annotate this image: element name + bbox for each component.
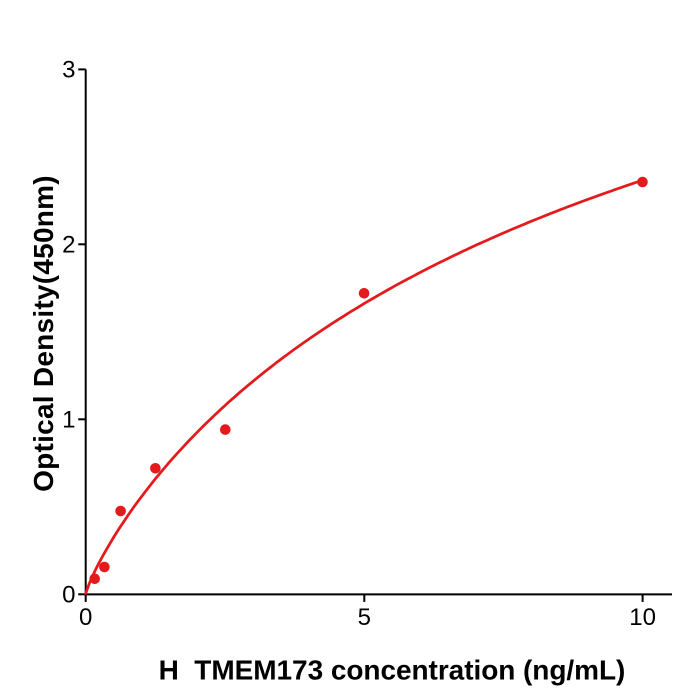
svg-text:0: 0 [62,582,75,609]
svg-text:3: 3 [62,57,75,84]
svg-text:0: 0 [79,604,92,631]
svg-text:Optical Density(450nm): Optical Density(450nm) [28,175,59,492]
svg-text:5: 5 [358,604,371,631]
svg-text:H TMEM173 concentration (ng/m: H TMEM173 concentration (ng/mL) [159,654,626,685]
svg-text:1: 1 [62,407,75,434]
svg-text:10: 10 [629,604,656,631]
svg-text:2: 2 [62,232,75,259]
